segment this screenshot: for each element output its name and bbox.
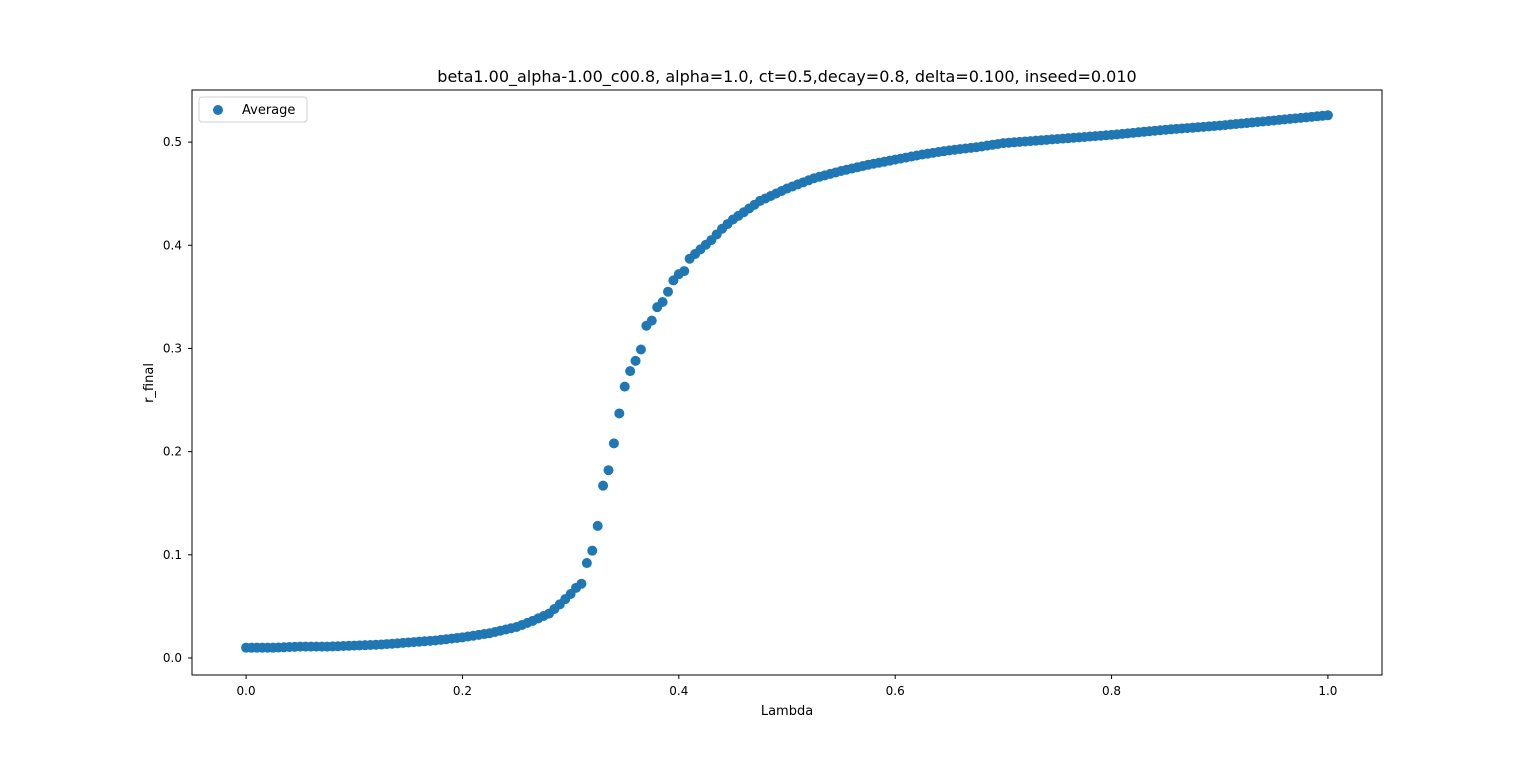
y-tick-label: 0.2 bbox=[163, 445, 182, 459]
x-tick-label: 0.0 bbox=[237, 684, 256, 698]
data-point bbox=[582, 558, 592, 568]
y-axis-label: r_final bbox=[142, 363, 157, 403]
x-axis-label: Lambda bbox=[761, 704, 813, 719]
data-point bbox=[647, 316, 657, 326]
x-tick-label: 0.4 bbox=[669, 684, 688, 698]
y-tick-label: 0.3 bbox=[163, 341, 182, 355]
x-tick-label: 0.8 bbox=[1102, 684, 1121, 698]
data-point bbox=[593, 521, 603, 531]
legend-marker bbox=[213, 105, 223, 115]
y-tick-label: 0.5 bbox=[163, 135, 182, 149]
legend-label: Average bbox=[242, 103, 295, 118]
y-tick-label: 0.4 bbox=[163, 238, 182, 252]
data-point bbox=[1323, 110, 1333, 120]
y-tick-label: 0.1 bbox=[163, 548, 182, 562]
data-point bbox=[625, 366, 635, 376]
data-point bbox=[631, 356, 641, 366]
data-point bbox=[658, 297, 668, 307]
data-point bbox=[576, 579, 586, 589]
data-point bbox=[614, 408, 624, 418]
y-tick-label: 0.0 bbox=[163, 651, 182, 665]
data-point bbox=[598, 481, 608, 491]
x-tick-label: 0.2 bbox=[453, 684, 472, 698]
data-point bbox=[679, 266, 689, 276]
x-tick-label: 0.6 bbox=[886, 684, 905, 698]
data-point bbox=[663, 287, 673, 297]
chart-title: beta1.00_alpha-1.00_c00.8, alpha=1.0, ct… bbox=[437, 67, 1136, 87]
data-point bbox=[587, 546, 597, 556]
data-point bbox=[620, 382, 630, 392]
x-tick-label: 1.0 bbox=[1318, 684, 1337, 698]
data-point bbox=[609, 438, 619, 448]
data-point bbox=[604, 465, 614, 475]
data-point bbox=[636, 344, 646, 354]
legend: Average bbox=[199, 97, 307, 122]
